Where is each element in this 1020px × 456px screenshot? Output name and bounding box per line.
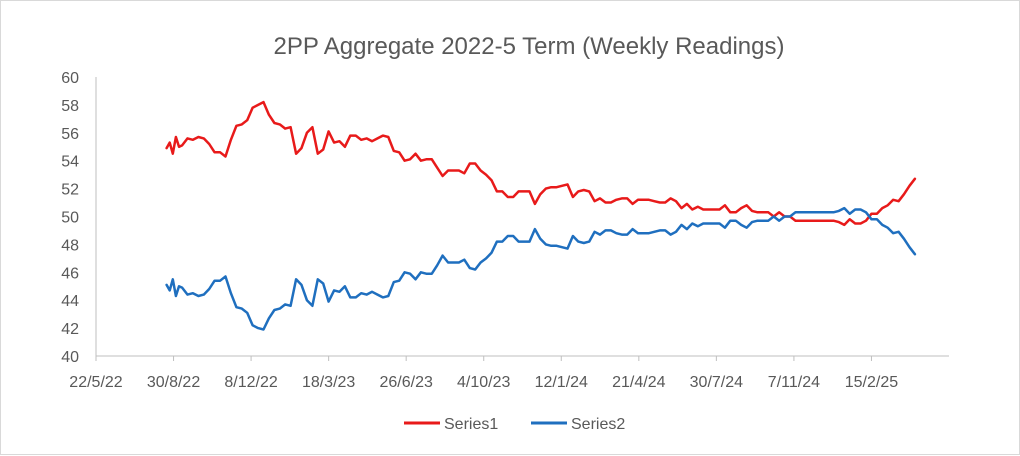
y-tick-label: 46 (61, 265, 79, 282)
series-line-1 (165, 100, 917, 227)
x-tick-label: 7/11/24 (768, 374, 820, 391)
y-tick-label: 54 (61, 154, 79, 171)
x-tick-label: 21/4/24 (612, 374, 665, 391)
plot-area: 40 42 44 46 48 50 52 54 56 58 60 22/5/22 30/8/22 8/12… (61, 70, 949, 391)
x-tick-label: 18/3/23 (302, 374, 355, 391)
x-tick-label: 8/12/22 (224, 374, 277, 391)
chart-title: 2PP Aggregate 2022-5 Term (Weekly Readin… (274, 33, 785, 60)
x-tick-label: 4/10/23 (457, 374, 510, 391)
legend-label-2: Series2 (571, 416, 625, 433)
y-tick-label: 40 (61, 349, 79, 366)
y-tick-label: 60 (61, 70, 79, 87)
series-line-2 (165, 206, 917, 331)
y-tick-label: 56 (61, 126, 79, 143)
y-tick-label: 44 (61, 293, 79, 310)
y-tick-label: 50 (61, 210, 79, 227)
x-tick-label: 12/1/24 (535, 374, 588, 391)
y-tick-label: 48 (61, 237, 79, 254)
legend: Series1 Series2 (404, 416, 625, 433)
y-tick-label: 42 (61, 321, 79, 338)
legend-label-1: Series1 (444, 416, 498, 433)
x-tick-label: 30/8/22 (147, 374, 200, 391)
x-tick-label: 26/6/23 (379, 374, 432, 391)
x-tick-label: 22/5/22 (69, 374, 122, 391)
x-tick-label: 30/7/24 (690, 374, 743, 391)
y-tick-label: 58 (61, 98, 79, 115)
y-tick-label: 52 (61, 182, 79, 199)
x-tick-label: 15/2/25 (845, 374, 898, 391)
